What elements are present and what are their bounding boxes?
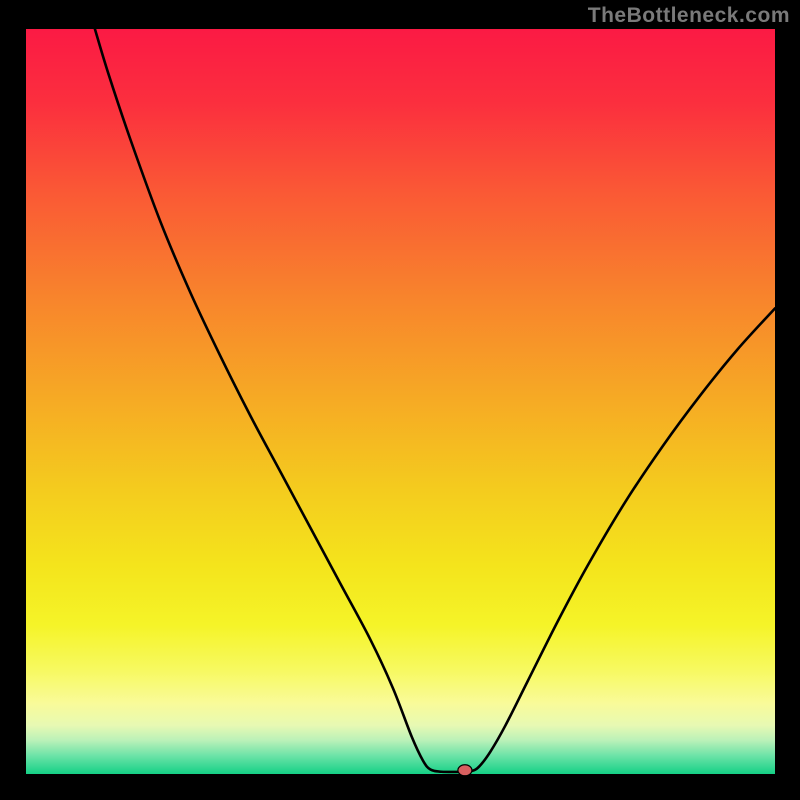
- chart-panel: [26, 29, 775, 774]
- optimal-point-marker: [458, 765, 472, 776]
- bottleneck-chart: [0, 0, 800, 800]
- watermark-text: TheBottleneck.com: [588, 4, 790, 28]
